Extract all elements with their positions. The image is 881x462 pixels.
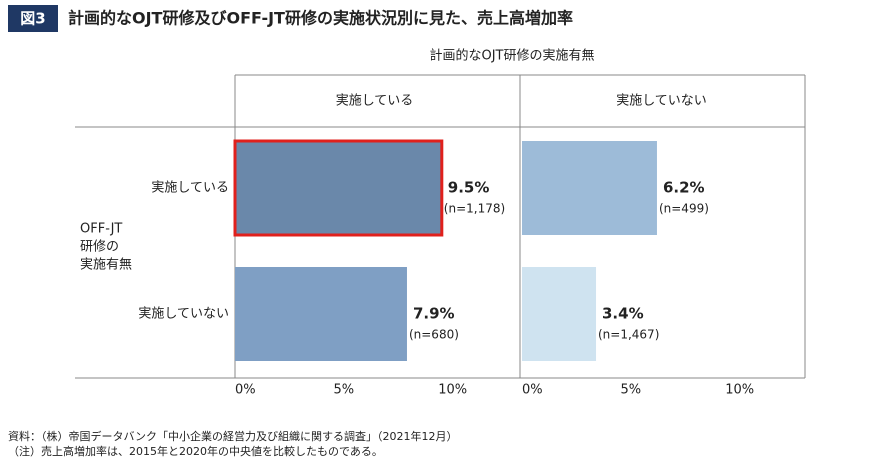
- bar: [235, 267, 407, 361]
- row-label: 実施していない: [138, 306, 229, 322]
- value-label: 9.5%: [448, 179, 490, 197]
- x-tick-label: 10%: [438, 383, 467, 398]
- x-tick-label: 0%: [235, 383, 256, 398]
- note: 資料：（株）帝国データバンク「中小企業の経営力及び組織に関する調査」（2021年…: [8, 429, 458, 443]
- chart-title: 計画的なOJT研修及びOFF-JT研修の実施状況別に見た、売上高増加率: [68, 9, 573, 28]
- row-label: 実施している: [151, 180, 229, 196]
- figure-label-box: [8, 5, 58, 32]
- column-title: 計画的なOJT研修の実施有無: [429, 48, 594, 64]
- row-axis-title: 実施有無: [80, 257, 132, 273]
- value-label: 6.2%: [663, 179, 705, 197]
- row-axis-title: OFF-JT: [80, 222, 122, 237]
- row-axis-title: 研修の: [80, 240, 119, 255]
- figure-label: 図3: [20, 10, 45, 28]
- n-label: (n=680): [409, 328, 459, 342]
- bar: [522, 141, 657, 235]
- value-label: 7.9%: [413, 305, 455, 323]
- x-tick-label: 5%: [334, 383, 355, 398]
- value-label: 3.4%: [602, 305, 644, 323]
- bar: [522, 267, 597, 361]
- n-label: (n=1,467): [598, 328, 659, 342]
- n-label: (n=1,178): [444, 202, 505, 216]
- panel-header: 実施している: [336, 93, 414, 109]
- panel-header: 実施していない: [616, 93, 707, 109]
- n-label: (n=499): [659, 202, 709, 216]
- x-tick-label: 10%: [725, 383, 754, 398]
- note: （注）売上高増加率は、2015年と2020年の中央値を比較したものである。: [8, 444, 383, 458]
- x-tick-label: 5%: [621, 383, 642, 398]
- x-tick-label: 0%: [522, 383, 543, 398]
- bar: [233, 139, 444, 237]
